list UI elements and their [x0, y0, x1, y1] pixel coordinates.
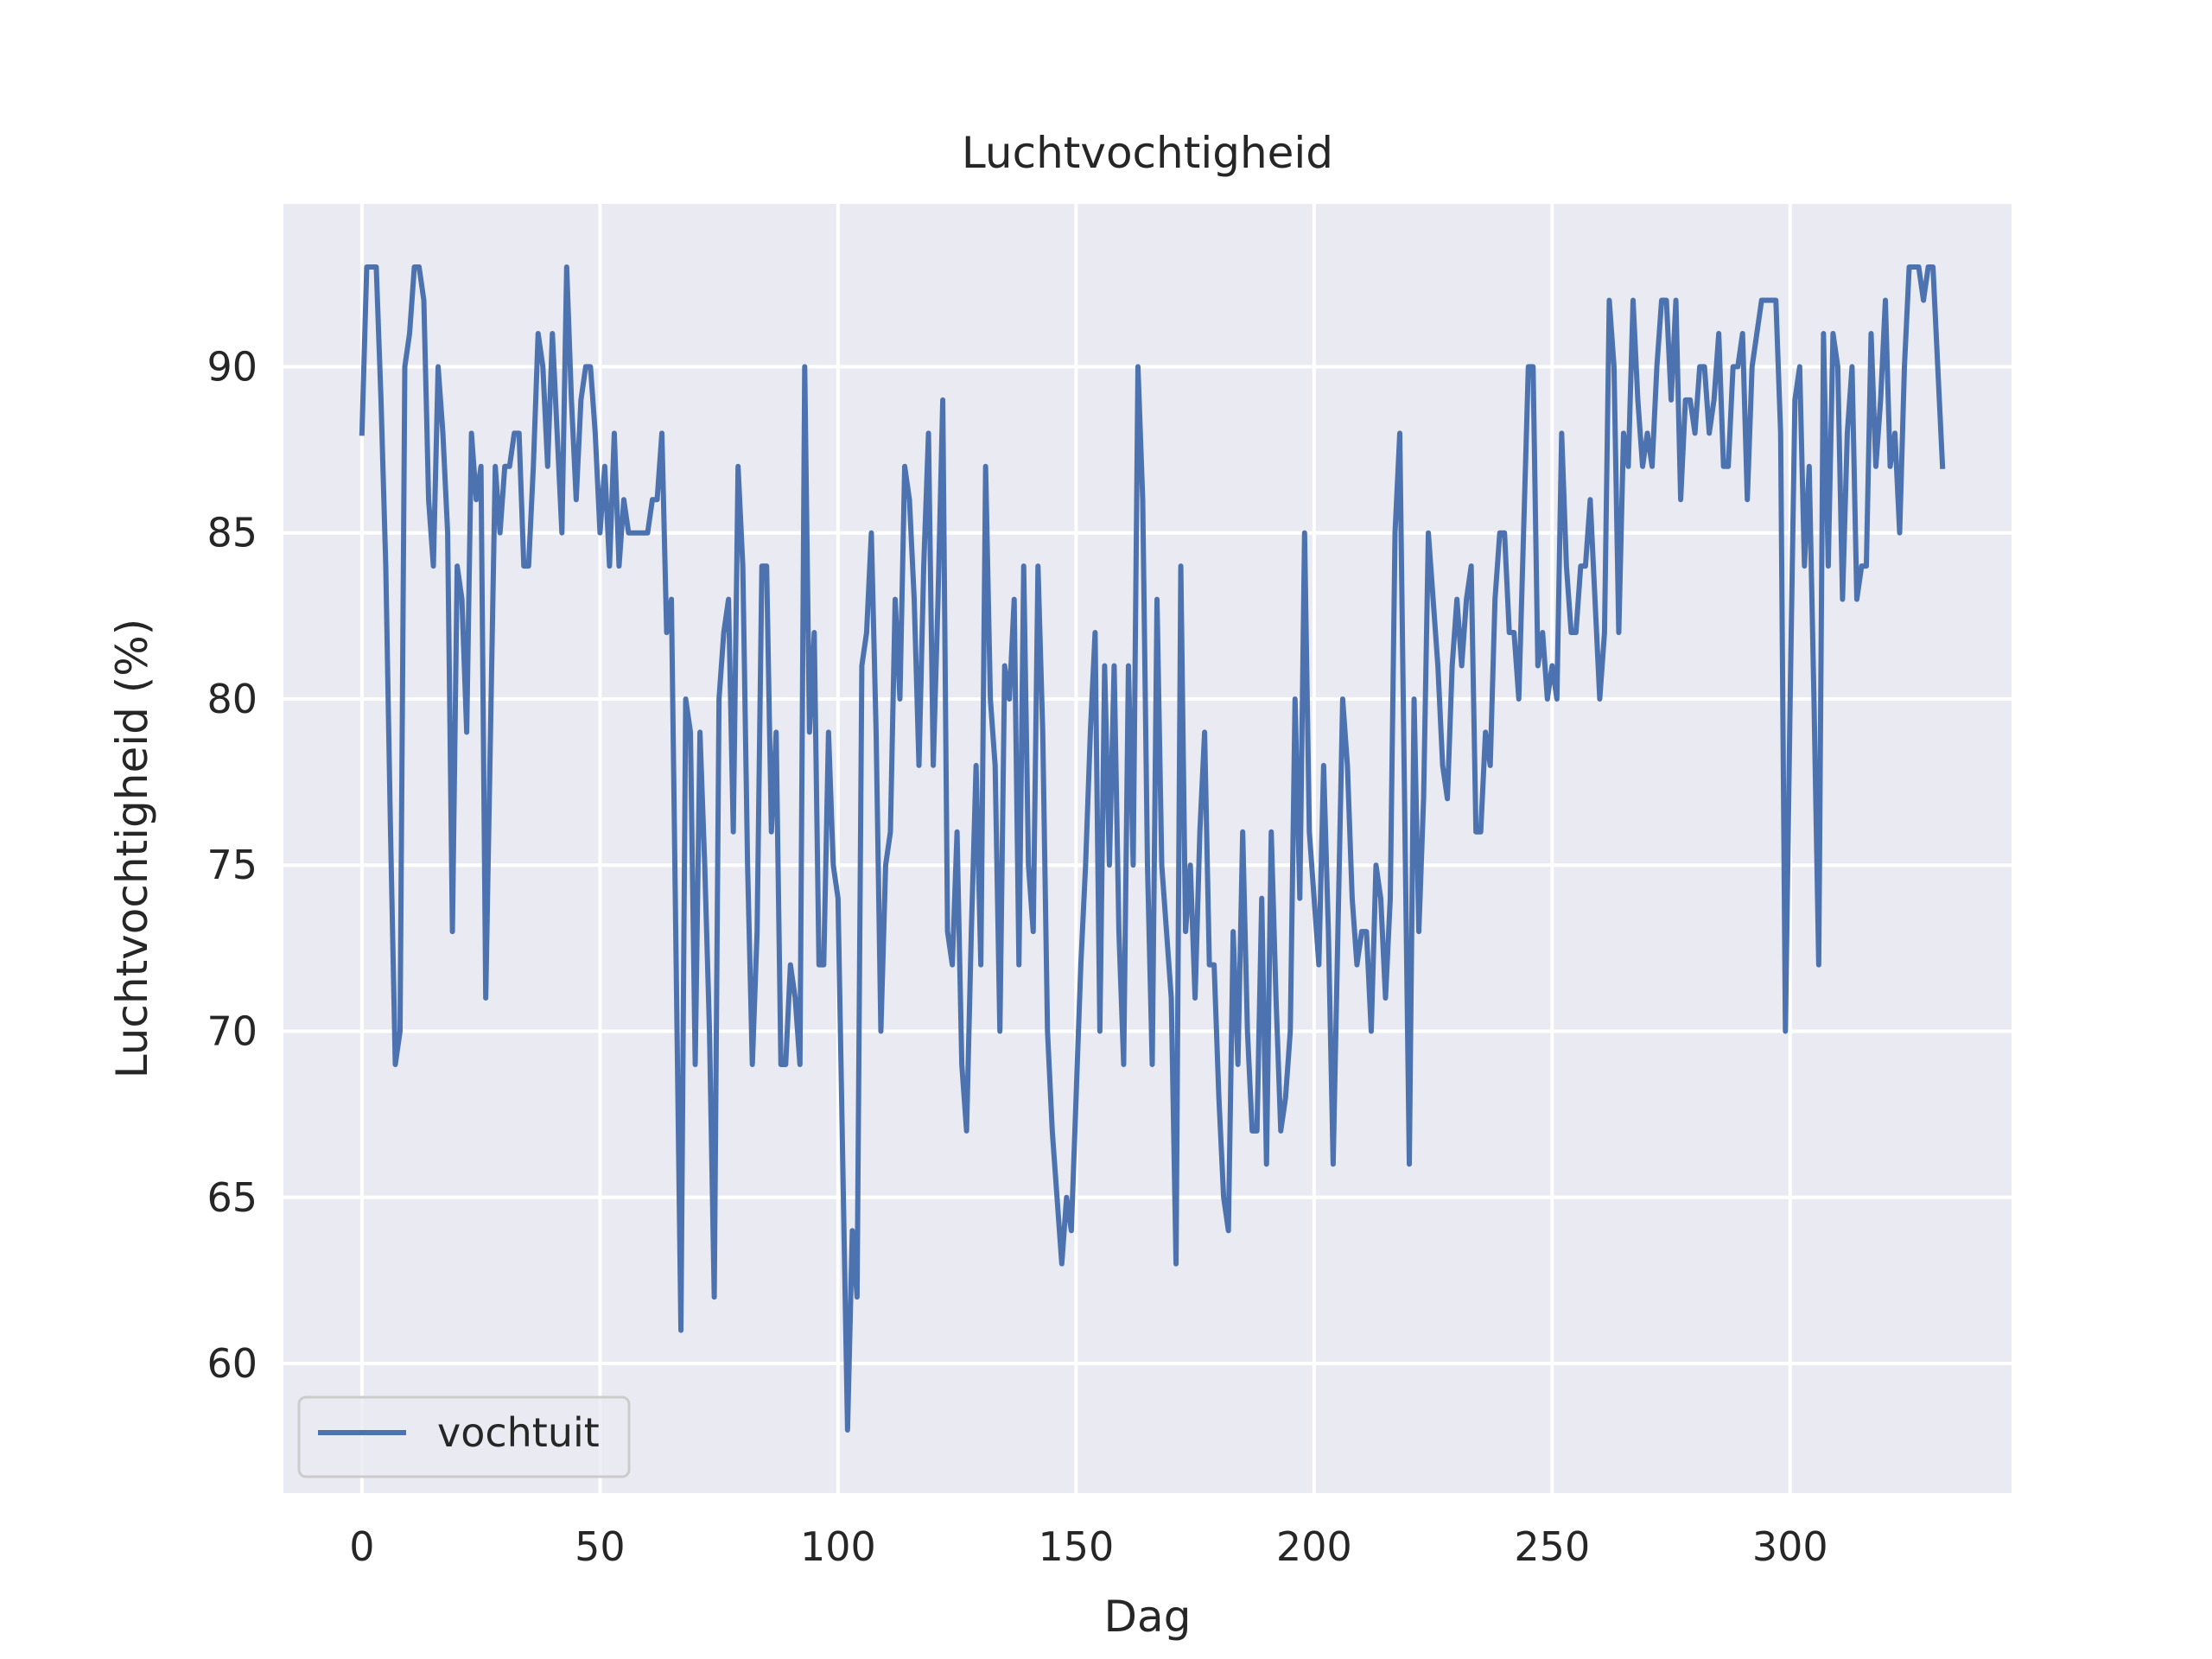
y-tick-label: 70 — [207, 1007, 257, 1054]
x-tick-label: 150 — [1038, 1523, 1114, 1570]
y-tick-label: 60 — [207, 1340, 257, 1387]
chart-title: Luchtvochtigheid — [962, 128, 1333, 178]
series-layer — [359, 264, 1946, 1433]
x-tick-label: 100 — [800, 1523, 876, 1570]
y-tick-label: 90 — [207, 343, 257, 390]
legend: vochtuit — [297, 1395, 631, 1478]
legend-box — [297, 1395, 631, 1478]
y-axis: 60 65 70 75 80 85 90 — [207, 343, 257, 1387]
x-tick-label: 0 — [349, 1523, 374, 1570]
x-tick-label: 300 — [1752, 1523, 1828, 1570]
y-tick-label: 65 — [207, 1174, 257, 1221]
y-tick-label: 85 — [207, 510, 257, 556]
legend-entry: vochtuit — [437, 1409, 600, 1456]
x-tick-label: 50 — [575, 1523, 626, 1570]
y-tick-label: 80 — [207, 676, 257, 722]
x-tick-label: 200 — [1276, 1523, 1352, 1570]
x-axis-label: Dag — [1104, 1592, 1192, 1642]
y-axis-label: Luchtvochtigheid (%) — [107, 619, 157, 1079]
series-line-vochtuit — [359, 264, 1946, 1433]
y-tick-label: 75 — [207, 842, 257, 888]
x-axis: 0 50 100 150 200 250 300 — [349, 1523, 1827, 1570]
x-tick-label: 250 — [1514, 1523, 1590, 1570]
